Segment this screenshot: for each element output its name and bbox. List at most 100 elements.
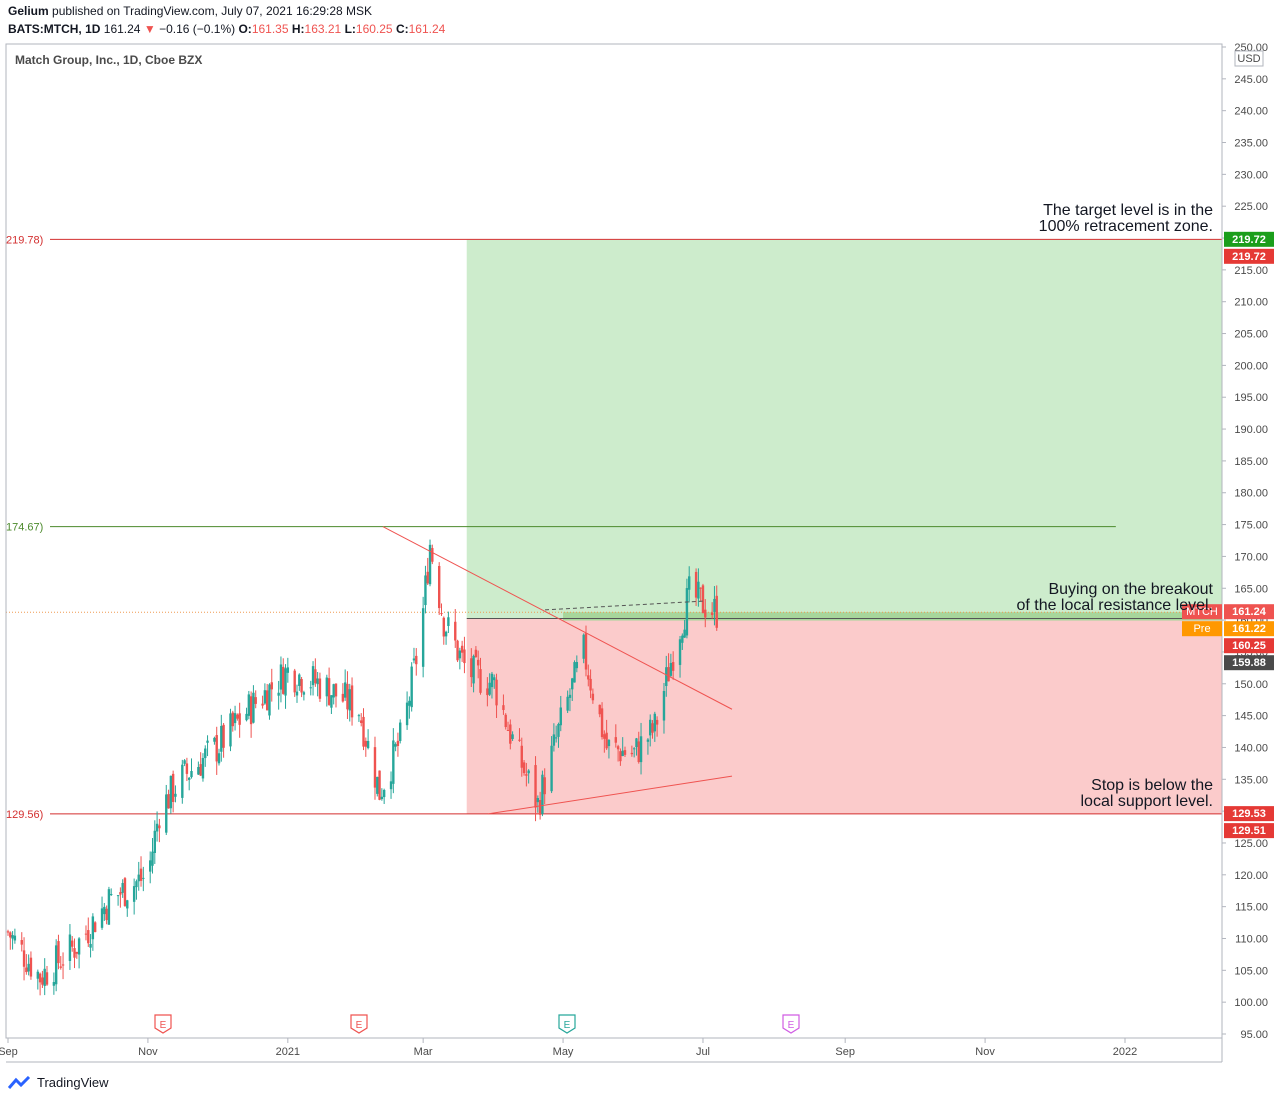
candle-body bbox=[59, 966, 62, 968]
candle-body bbox=[75, 951, 79, 954]
candle-body bbox=[155, 823, 159, 832]
x-tick-label: Nov bbox=[138, 1046, 158, 1058]
candle-body bbox=[213, 737, 216, 742]
candle-body bbox=[167, 794, 170, 809]
y-tick-label: 200.00 bbox=[1234, 360, 1268, 372]
candle-body bbox=[204, 748, 207, 759]
candle-body bbox=[110, 894, 113, 896]
earnings-icon bbox=[350, 1014, 368, 1034]
candle-body bbox=[27, 963, 30, 972]
candle-body bbox=[376, 776, 379, 794]
candle-body bbox=[270, 682, 273, 690]
target-level-label: 219.78) bbox=[6, 234, 43, 246]
candle-body bbox=[187, 777, 191, 780]
candle-body bbox=[286, 667, 290, 673]
y-tick-label: 125.00 bbox=[1234, 838, 1268, 850]
currency-label: USD bbox=[1237, 53, 1260, 65]
candle-body bbox=[25, 967, 28, 973]
candle-body bbox=[332, 684, 335, 698]
y-tick-label: 190.00 bbox=[1234, 424, 1268, 436]
candle-body bbox=[460, 645, 464, 653]
candle-body bbox=[330, 695, 333, 708]
candle-body bbox=[123, 878, 127, 906]
candle-body bbox=[616, 746, 620, 750]
candle-body bbox=[265, 690, 269, 711]
candle-body bbox=[169, 775, 173, 809]
candle-body bbox=[6, 931, 10, 933]
y-tick-label: 150.00 bbox=[1234, 679, 1268, 691]
candle-body bbox=[669, 663, 673, 676]
loss-zone bbox=[466, 618, 1222, 815]
candle-body bbox=[380, 796, 384, 800]
candle-body bbox=[284, 668, 287, 696]
candle-body bbox=[504, 714, 507, 728]
price-tag-prefix-bg bbox=[1182, 604, 1222, 620]
x-tick-label: Sep bbox=[0, 1046, 18, 1058]
candle-body bbox=[206, 740, 209, 743]
candle-body bbox=[630, 752, 634, 755]
candle-body bbox=[231, 712, 234, 727]
candle-body bbox=[447, 617, 450, 626]
candle-body bbox=[77, 938, 81, 955]
candle-body bbox=[463, 649, 466, 664]
candle-body bbox=[509, 724, 512, 744]
candle-body bbox=[153, 830, 156, 854]
y-tick-label: 105.00 bbox=[1234, 965, 1268, 977]
candle-body bbox=[662, 690, 666, 721]
candle-body bbox=[318, 678, 322, 699]
candle-body bbox=[653, 713, 657, 732]
footer-brand[interactable]: TradingView bbox=[8, 1075, 109, 1090]
candle-body bbox=[181, 764, 184, 798]
candle-body bbox=[238, 713, 241, 725]
y-tick-label: 235.00 bbox=[1234, 138, 1268, 150]
candle-body bbox=[685, 588, 689, 636]
candle-body bbox=[456, 640, 459, 661]
candle-body bbox=[525, 774, 528, 776]
candle-body bbox=[688, 576, 691, 590]
earnings-label: E bbox=[788, 1020, 795, 1031]
candle-body bbox=[495, 679, 498, 706]
candle-body bbox=[649, 719, 652, 736]
price-tag-bg bbox=[1224, 655, 1274, 671]
candle-body bbox=[364, 740, 368, 747]
y-tick-label: 185.00 bbox=[1234, 456, 1268, 468]
candle-body bbox=[541, 774, 544, 814]
price-tag-label: 219.72 bbox=[1232, 251, 1266, 263]
y-tick-label: 230.00 bbox=[1234, 169, 1268, 181]
candle-body bbox=[426, 571, 429, 584]
currency-box[interactable] bbox=[1234, 50, 1264, 67]
x-tick-label: Sep bbox=[835, 1046, 855, 1058]
symbol-label[interactable]: BATS:MTCH, 1D bbox=[8, 22, 101, 36]
price-tag-bg bbox=[1224, 823, 1274, 839]
open-label: O: bbox=[238, 22, 252, 36]
candle-body bbox=[73, 948, 76, 958]
candle-body bbox=[600, 708, 604, 738]
candle-body bbox=[442, 617, 445, 637]
candle-body bbox=[43, 968, 46, 986]
candle-body bbox=[174, 793, 177, 797]
candle-body bbox=[107, 889, 111, 925]
candle-body bbox=[619, 751, 622, 762]
candle-body bbox=[651, 723, 654, 733]
candle-body bbox=[201, 757, 205, 779]
y-tick-label: 95.00 bbox=[1240, 1029, 1268, 1041]
candle-body bbox=[621, 750, 624, 757]
price-change: −0.16 (−0.1%) bbox=[159, 22, 236, 36]
last-price: 161.24 bbox=[103, 22, 141, 36]
candle-body bbox=[142, 877, 145, 879]
annotation-line-2: of the local resistance level. bbox=[1016, 597, 1213, 614]
candle-body bbox=[421, 608, 425, 667]
earnings-label: E bbox=[356, 1020, 363, 1031]
author-name[interactable]: Gelium bbox=[8, 4, 49, 18]
candle-body bbox=[479, 669, 482, 693]
candle-body bbox=[87, 930, 90, 944]
candle-body bbox=[261, 703, 264, 706]
y-tick-label: 225.00 bbox=[1234, 201, 1268, 213]
price-tag-bg bbox=[1224, 248, 1274, 264]
y-tick-label: 245.00 bbox=[1234, 74, 1268, 86]
price-tag-prefix: Pre bbox=[1193, 623, 1210, 635]
candle-body bbox=[343, 682, 347, 698]
candle-body bbox=[165, 794, 168, 833]
candle-body bbox=[360, 720, 363, 724]
